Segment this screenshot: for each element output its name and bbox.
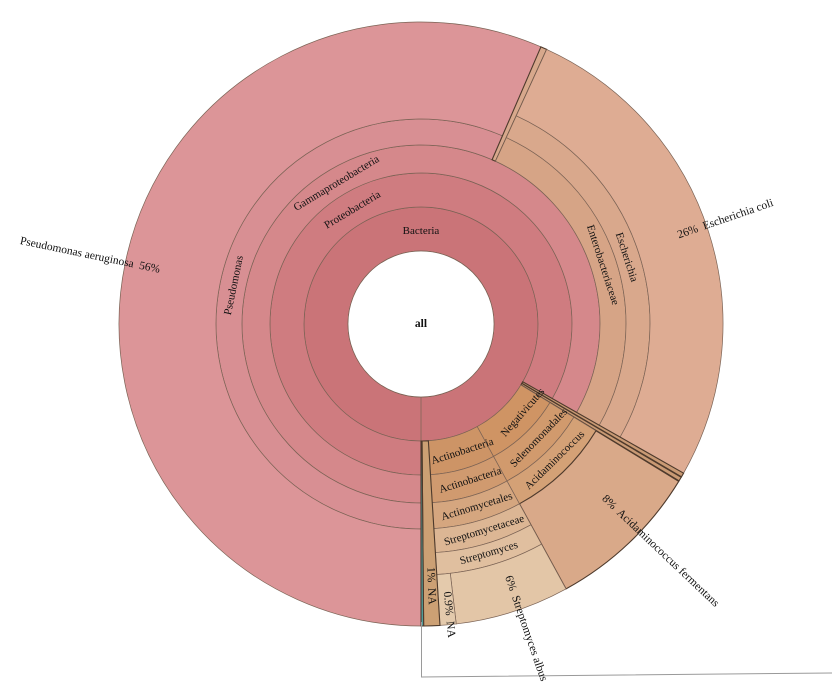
leader-line	[421, 622, 832, 678]
label-na-09: 0.9% NA	[441, 591, 457, 639]
sunburst-wedges	[118, 21, 724, 627]
wedge-pseudomonas-aeruginosa[interactable]	[118, 21, 542, 627]
center-circle[interactable]	[347, 250, 495, 398]
wedge-unclassified-sliver[interactable]	[420, 440, 425, 627]
label-bacteria: Bacteria	[403, 225, 440, 237]
label-na-1: 1% NA	[424, 567, 437, 606]
center-label: all	[415, 318, 427, 330]
